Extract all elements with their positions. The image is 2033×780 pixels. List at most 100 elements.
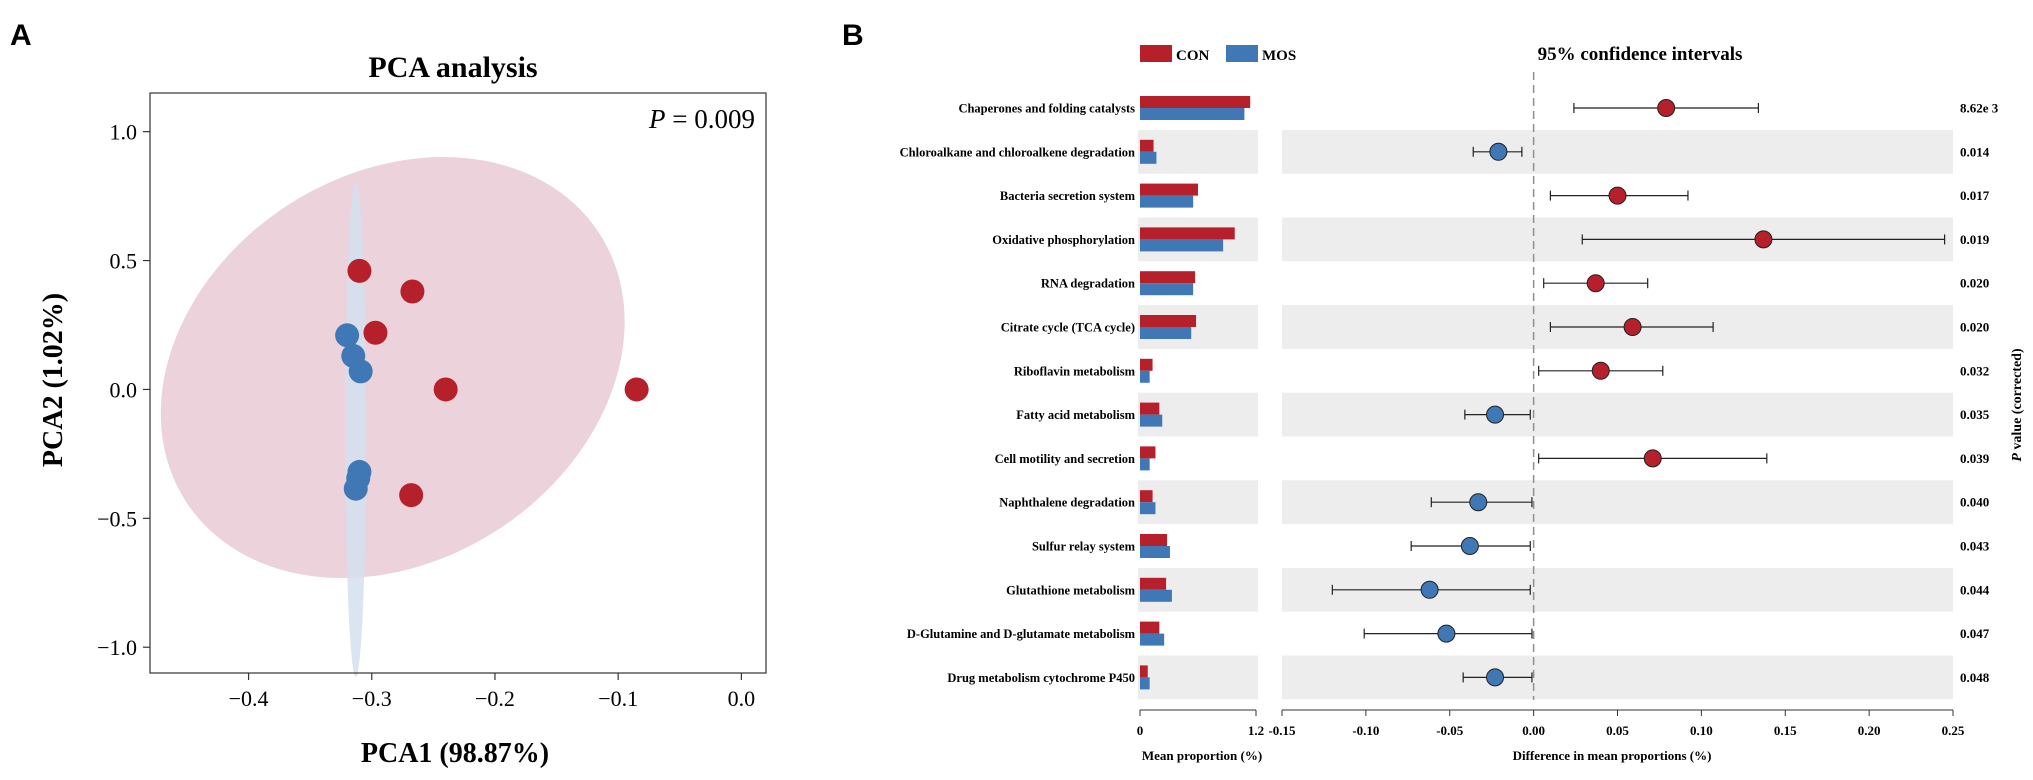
pca-axes: −0.4 −0.3 −0.2 −0.1 0.0 1.0 0.5 0.0 −0.5 −1.0 <box>97 120 755 711</box>
p-value-label: 0.047 <box>1960 626 1990 641</box>
p-value-label: 0.017 <box>1960 188 1990 203</box>
p-value-label: 0.048 <box>1960 670 1990 685</box>
row-band-ci <box>1282 655 1953 700</box>
panel-a-label: A <box>10 19 32 52</box>
ci-x-tick-label: -0.10 <box>1352 723 1379 738</box>
p-value-label: 0.020 <box>1960 276 1989 291</box>
panel-b-label: B <box>842 19 864 52</box>
bars <box>1140 96 1251 690</box>
p-values: 8.62e 3 0.014 0.017 0.019 0.020 0.020 0.032 0.0… <box>1960 101 1999 685</box>
ci-point <box>1460 537 1479 555</box>
legend: CON MOS <box>1140 45 1296 64</box>
ci-x-tick-label: 0.00 <box>1522 723 1545 738</box>
bar-con <box>1140 490 1153 503</box>
bar-con <box>1140 446 1156 459</box>
legend-swatch-mos <box>1226 45 1258 62</box>
legend-swatch-con <box>1140 45 1172 62</box>
pca-point-mos <box>335 323 360 348</box>
legend-label-con: CON <box>1176 48 1210 64</box>
pca-point-con <box>347 258 372 283</box>
bar-mos <box>1140 370 1150 383</box>
bar-x-tick-label: 0 <box>1137 723 1144 738</box>
bar-mos <box>1140 677 1150 690</box>
bar-axis: 0 1.2 <box>1137 709 1264 738</box>
ci-point <box>1623 318 1642 336</box>
p-value-label: 0.019 <box>1960 232 1990 247</box>
ci-point <box>1657 99 1676 117</box>
p-value-label: 0.020 <box>1960 320 1989 335</box>
bar-mos <box>1140 414 1163 427</box>
bar-mos <box>1140 283 1194 296</box>
x-tick-label: −0.2 <box>475 686 515 711</box>
p-value-label: 0.014 <box>1960 144 1990 159</box>
pathway-label: Glutathione metabolism <box>1006 583 1135 597</box>
row-band-ci <box>1282 129 1953 174</box>
pca-points <box>335 258 649 508</box>
pca-point-mos <box>348 359 373 384</box>
panel-a: A PCA analysis P = 0.009 −0.4 −0.3 −0.2 −0.… <box>10 19 767 769</box>
ci-x-tick-label: 0.20 <box>1858 723 1881 738</box>
p-value-label: 0.043 <box>1960 539 1990 554</box>
p-value-label: 0.032 <box>1960 363 1989 378</box>
ci-point <box>1754 230 1773 249</box>
row-labels: Chaperones and folding catalysts Chloroal… <box>900 102 1136 685</box>
y-tick-label: 0.0 <box>110 377 138 402</box>
pca-point-con <box>400 279 425 304</box>
bar-mos <box>1140 239 1224 252</box>
ci-point <box>1486 405 1505 424</box>
ci-x-tick-label: 0.10 <box>1690 723 1713 738</box>
ci-point <box>1420 580 1439 599</box>
bar-con <box>1140 534 1168 546</box>
pathway-label: Oxidative phosphorylation <box>992 233 1135 247</box>
bar-mos <box>1140 502 1156 515</box>
ci-point <box>1489 142 1508 161</box>
pathway-label: Fatty acid metabolism <box>1016 408 1135 422</box>
y-tick-label: −0.5 <box>97 506 137 531</box>
pathway-label: D-Glutamine and D-glutamate metabolism <box>907 627 1136 641</box>
x-tick-label: −0.3 <box>352 686 392 711</box>
pathway-label: Chloroalkane and chloroalkene degradatio… <box>900 145 1135 159</box>
pathway-label: RNA degradation <box>1041 277 1135 291</box>
ci-x-axis-label: Difference in mean proportions (%) <box>1513 748 1712 763</box>
bar-con <box>1140 139 1154 152</box>
pca-title: PCA analysis <box>368 51 537 84</box>
bar-con <box>1140 271 1196 284</box>
pca-point-con <box>363 320 388 345</box>
ci-x-tick-label: 0.15 <box>1774 723 1797 738</box>
bar-mos <box>1140 589 1172 602</box>
pca-ellipses <box>160 157 625 677</box>
row-bands <box>1138 129 1953 700</box>
row-band-ci <box>1282 480 1953 525</box>
ci-point <box>1591 361 1610 380</box>
pca-point-con <box>399 483 424 508</box>
pathway-label: Sulfur relay system <box>1032 540 1136 554</box>
pca-plot-frame <box>149 92 767 674</box>
bar-mos <box>1140 327 1192 339</box>
bar-mos <box>1140 108 1245 120</box>
x-tick-label: −0.4 <box>229 686 269 711</box>
ci-axis: -0.15 -0.10 -0.05 0.00 0.05 0.10 0.15 0.20 0.25 <box>1268 709 1965 738</box>
bar-mos <box>1140 546 1170 558</box>
pca-point-con <box>433 377 458 402</box>
pathway-label: Bacteria secretion system <box>1000 189 1136 203</box>
p-value-axis-label: P value (corrected) <box>2010 348 2025 462</box>
bar-con <box>1140 96 1251 108</box>
pca-x-axis-label: PCA1 (98.87%) <box>361 738 549 769</box>
bar-mos <box>1140 195 1194 208</box>
ci-marks <box>1331 99 1946 687</box>
ci-point <box>1437 624 1456 643</box>
ci-point <box>1469 493 1488 512</box>
bar-x-tick-label: 1.2 <box>1248 723 1264 738</box>
bar-mos <box>1140 458 1150 471</box>
pathway-label: Naphthalene degradation <box>999 496 1135 510</box>
row-band-bar <box>1138 655 1258 700</box>
y-tick-label: 0.5 <box>110 249 138 274</box>
ci-x-tick-label: 0.05 <box>1606 723 1629 738</box>
row-band-bar <box>1138 480 1258 525</box>
pathway-label: Drug metabolism cytochrome P450 <box>947 671 1135 685</box>
legend-label-mos: MOS <box>1262 48 1296 64</box>
x-tick-label: 0.0 <box>728 686 756 711</box>
y-tick-label: −1.0 <box>97 635 137 660</box>
ellipse-con <box>160 157 625 579</box>
bar-con <box>1140 227 1235 240</box>
